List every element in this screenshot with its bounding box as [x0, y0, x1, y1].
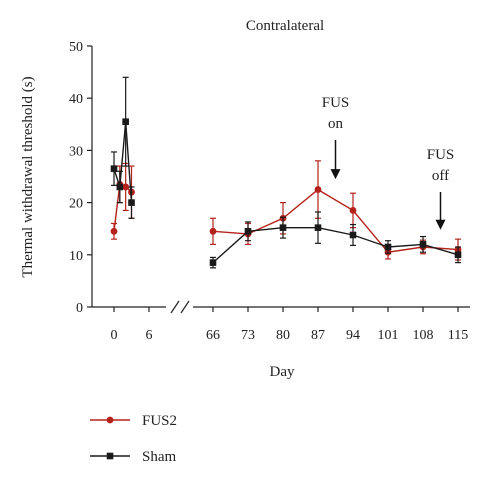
data-point [454, 251, 462, 259]
annotation-label: on [328, 116, 344, 132]
series-sham [110, 76, 462, 269]
series-line [113, 121, 133, 203]
annotation: FUS on [322, 95, 350, 180]
x-axis-break-mark [180, 300, 190, 314]
data-point [116, 183, 124, 191]
chart-title: Contralateral [246, 18, 324, 34]
x-tick-label: 6 [146, 328, 153, 343]
legend-label: FUS2 [142, 413, 177, 429]
data-point [110, 227, 118, 235]
x-tick-label: 101 [378, 328, 399, 343]
data-point [209, 259, 217, 266]
data-point [384, 243, 392, 251]
x-tick-label: 94 [346, 328, 360, 343]
annotation-label: FUS [427, 147, 455, 163]
data-point [279, 224, 287, 231]
y-tick-label: 40 [69, 92, 83, 107]
legend-marker [106, 452, 114, 460]
data-point [314, 224, 322, 231]
y-tick-label: 10 [69, 249, 83, 264]
legend-label: Sham [142, 449, 177, 465]
x-axis-label: Day [270, 364, 295, 380]
x-tick-label: 0 [111, 328, 118, 343]
data-point [349, 207, 357, 214]
x-tick-label: 66 [206, 328, 220, 343]
y-axis-label: Thermal withdrawal threshold (s) [20, 76, 36, 277]
data-point [209, 227, 217, 235]
data-point [349, 231, 357, 239]
x-axis-break-mark [170, 300, 180, 314]
data-point [419, 241, 427, 248]
annotation-label: off [432, 168, 449, 184]
data-point [244, 228, 252, 235]
annotation-arrow-head [330, 169, 341, 180]
y-tick-label: 0 [76, 301, 83, 316]
x-tick-label: 87 [311, 328, 325, 343]
y-tick-label: 50 [69, 40, 83, 55]
data-point [314, 186, 322, 193]
legend-item: Sham [90, 449, 177, 465]
x-tick-label: 108 [413, 328, 434, 343]
annotation-arrow-head [435, 219, 446, 230]
data-point [122, 118, 129, 125]
series-line [212, 227, 459, 264]
legend-item: FUS2 [90, 413, 177, 429]
data-point [110, 165, 118, 172]
y-tick-label: 20 [69, 197, 83, 212]
data-point [122, 183, 130, 191]
y-tick-label: 30 [69, 144, 83, 159]
annotation: FUS off [427, 147, 455, 230]
x-tick-label: 80 [276, 328, 290, 343]
data-point [128, 199, 135, 206]
x-tick-label: 115 [448, 328, 468, 343]
annotation-label: FUS [322, 95, 350, 111]
x-tick-label: 73 [241, 328, 255, 343]
legend-marker [106, 416, 114, 424]
